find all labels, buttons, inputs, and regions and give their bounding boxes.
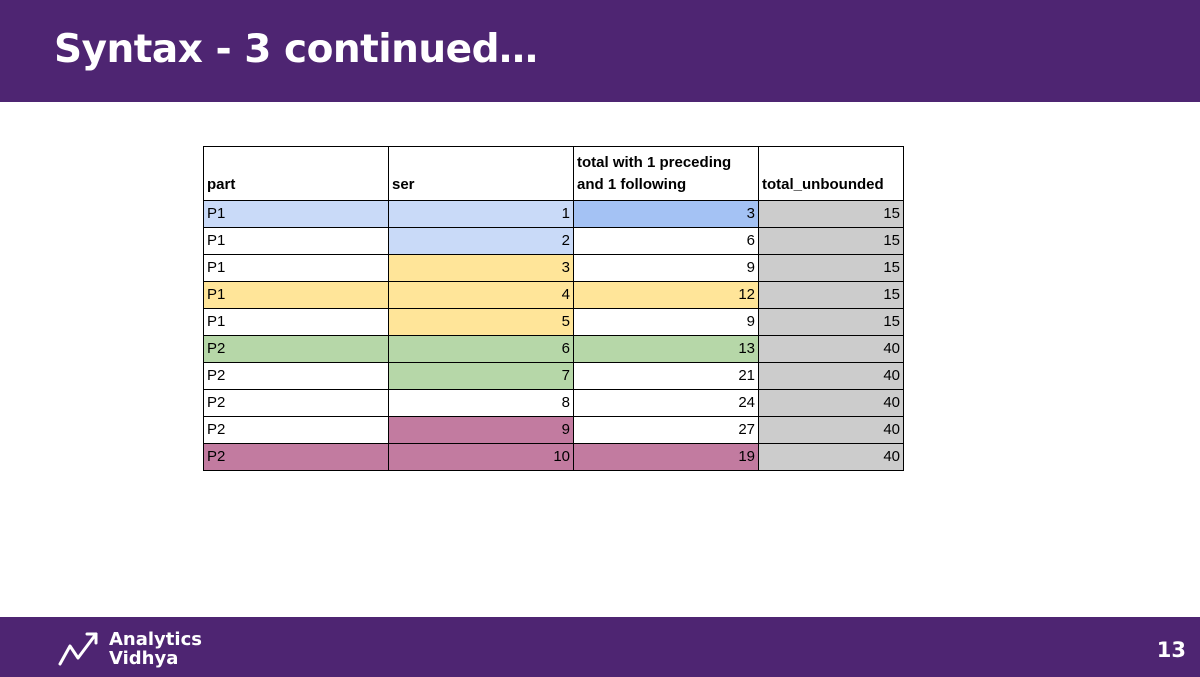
cell-part: P2	[203, 362, 389, 390]
table-row: P2 7 21 40	[203, 362, 904, 390]
cell-total-unbounded: 40	[758, 443, 904, 471]
trend-arrow-icon	[58, 632, 98, 666]
header-bar: Syntax - 3 continued…	[0, 0, 1200, 102]
table-row: P2 6 13 40	[203, 335, 904, 363]
cell-ser: 3	[388, 254, 574, 282]
cell-total: 24	[573, 389, 759, 417]
cell-total: 6	[573, 227, 759, 255]
data-table: part ser total with 1 preceding and 1 fo…	[203, 146, 904, 471]
page-number: 13	[1156, 638, 1186, 662]
cell-ser: 5	[388, 308, 574, 336]
cell-part: P1	[203, 254, 389, 282]
cell-ser: 4	[388, 281, 574, 309]
cell-total-unbounded: 40	[758, 335, 904, 363]
cell-part: P2	[203, 443, 389, 471]
cell-part: P2	[203, 389, 389, 417]
cell-ser: 1	[388, 200, 574, 228]
table-row: P2 9 27 40	[203, 416, 904, 444]
cell-total-unbounded: 15	[758, 227, 904, 255]
cell-total: 9	[573, 308, 759, 336]
cell-total: 12	[573, 281, 759, 309]
cell-part: P1	[203, 281, 389, 309]
cell-part: P1	[203, 308, 389, 336]
cell-ser: 6	[388, 335, 574, 363]
table-header-row: part ser total with 1 preceding and 1 fo…	[203, 146, 904, 201]
cell-part: P2	[203, 335, 389, 363]
cell-total-unbounded: 40	[758, 389, 904, 417]
cell-ser: 2	[388, 227, 574, 255]
table-row: P1 2 6 15	[203, 227, 904, 255]
slide-title: Syntax - 3 continued…	[54, 27, 538, 72]
table-row: P1 4 12 15	[203, 281, 904, 309]
table-row: P1 3 9 15	[203, 254, 904, 282]
cell-total-unbounded: 15	[758, 308, 904, 336]
cell-total-unbounded: 40	[758, 416, 904, 444]
footer-bar	[0, 617, 1200, 677]
cell-total: 21	[573, 362, 759, 390]
column-header-ser: ser	[388, 146, 574, 201]
cell-total: 3	[573, 200, 759, 228]
cell-total-unbounded: 15	[758, 200, 904, 228]
column-header-part: part	[203, 146, 389, 201]
cell-ser: 9	[388, 416, 574, 444]
logo-text-line2: Vidhya	[109, 648, 179, 669]
cell-total: 9	[573, 254, 759, 282]
cell-total-unbounded: 15	[758, 254, 904, 282]
cell-ser: 7	[388, 362, 574, 390]
analytics-vidhya-logo: Analytics Vidhya	[58, 630, 218, 670]
logo-text: Analytics Vidhya	[109, 630, 202, 668]
cell-total-unbounded: 15	[758, 281, 904, 309]
cell-total: 13	[573, 335, 759, 363]
cell-part: P1	[203, 200, 389, 228]
logo-text-line1: Analytics	[109, 629, 202, 650]
cell-total-unbounded: 40	[758, 362, 904, 390]
table-row: P1 5 9 15	[203, 308, 904, 336]
column-header-total-unbounded: total_unbounded	[758, 146, 904, 201]
cell-total: 19	[573, 443, 759, 471]
cell-part: P2	[203, 416, 389, 444]
column-header-total: total with 1 preceding and 1 following	[573, 146, 759, 201]
table-row: P1 1 3 15	[203, 200, 904, 228]
cell-ser: 8	[388, 389, 574, 417]
cell-part: P1	[203, 227, 389, 255]
table-row: P2 8 24 40	[203, 389, 904, 417]
cell-total: 27	[573, 416, 759, 444]
cell-ser: 10	[388, 443, 574, 471]
table-row: P2 10 19 40	[203, 443, 904, 471]
